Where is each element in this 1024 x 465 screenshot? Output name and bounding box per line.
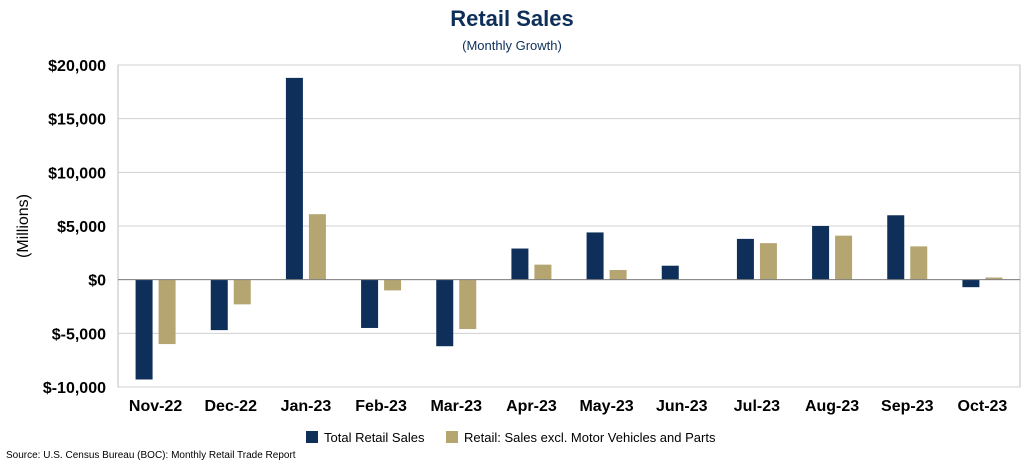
bar-total-retail-sales-nov-22 bbox=[135, 279, 153, 380]
bar-total-retail-sales-dec-22 bbox=[210, 279, 228, 331]
bar-excl-motor-vehicles-aug-23 bbox=[835, 235, 853, 280]
bar-total-retail-sales-jan-23 bbox=[285, 77, 303, 280]
x-tick-label: May-23 bbox=[579, 398, 633, 415]
legend-swatch bbox=[306, 431, 318, 443]
bar-total-retail-sales-oct-23 bbox=[962, 279, 980, 288]
x-tick-label: Feb-23 bbox=[355, 398, 407, 415]
bar-excl-motor-vehicles-jul-23 bbox=[759, 243, 777, 280]
chart-subtitle: (Monthly Growth) bbox=[462, 38, 562, 53]
bar-excl-motor-vehicles-jan-23 bbox=[308, 214, 326, 280]
x-tick-label: Jul-23 bbox=[734, 398, 780, 415]
x-tick-label: Mar-23 bbox=[430, 398, 482, 415]
x-tick-label: Oct-23 bbox=[958, 398, 1008, 415]
bar-excl-motor-vehicles-sep-23 bbox=[910, 246, 928, 280]
bar-total-retail-sales-aug-23 bbox=[812, 226, 830, 280]
legend-swatch bbox=[446, 431, 458, 443]
bar-excl-motor-vehicles-mar-23 bbox=[459, 279, 477, 330]
bar-total-retail-sales-jul-23 bbox=[736, 238, 754, 280]
axes: $20,000 $15,000 $10,000 $5,000 $0 $-5,000 $-10… bbox=[43, 58, 1020, 415]
x-tick-label: Dec-22 bbox=[205, 398, 258, 415]
y-tick-label: $0 bbox=[88, 273, 106, 290]
chart-title: Retail Sales bbox=[450, 6, 574, 31]
bar-excl-motor-vehicles-oct-23 bbox=[985, 277, 1003, 280]
x-tick-label: Apr-23 bbox=[506, 398, 557, 415]
y-tick-label: $20,000 bbox=[48, 58, 106, 75]
bar-total-retail-sales-jun-23 bbox=[661, 265, 679, 280]
bar-total-retail-sales-feb-23 bbox=[361, 279, 379, 328]
y-tick-label: $15,000 bbox=[48, 112, 106, 129]
y-tick-label: $-10,000 bbox=[43, 380, 106, 397]
bar-excl-motor-vehicles-apr-23 bbox=[534, 264, 552, 280]
y-tick-label: $5,000 bbox=[57, 219, 106, 236]
y-axis-label: (Millions) bbox=[15, 194, 32, 258]
x-tick-label: Jan-23 bbox=[281, 398, 332, 415]
bar-total-retail-sales-may-23 bbox=[586, 232, 604, 280]
x-tick-label: Aug-23 bbox=[805, 398, 859, 415]
bar-total-retail-sales-sep-23 bbox=[887, 215, 905, 280]
bar-excl-motor-vehicles-nov-22 bbox=[158, 279, 176, 345]
y-tick-label: $10,000 bbox=[48, 165, 106, 182]
x-tick-label: Jun-23 bbox=[656, 398, 708, 415]
bar-total-retail-sales-mar-23 bbox=[436, 279, 454, 347]
legend: Total Retail Sales Retail: Sales excl. Mo… bbox=[306, 430, 716, 445]
source-note: Source: U.S. Census Bureau (BOC): Monthl… bbox=[6, 450, 296, 461]
bar-total-retail-sales-apr-23 bbox=[511, 248, 529, 280]
x-tick-label: Nov-22 bbox=[129, 398, 182, 415]
x-tick-label: Sep-23 bbox=[881, 398, 934, 415]
legend-label: Total Retail Sales bbox=[324, 430, 425, 445]
bar-excl-motor-vehicles-dec-22 bbox=[233, 279, 251, 305]
legend-label: Retail: Sales excl. Motor Vehicles and P… bbox=[464, 430, 716, 445]
gridlines bbox=[117, 64, 1021, 388]
bars bbox=[135, 77, 1003, 380]
bar-excl-motor-vehicles-feb-23 bbox=[384, 279, 402, 291]
bar-excl-motor-vehicles-may-23 bbox=[609, 270, 627, 280]
y-tick-label: $-5,000 bbox=[52, 326, 106, 343]
